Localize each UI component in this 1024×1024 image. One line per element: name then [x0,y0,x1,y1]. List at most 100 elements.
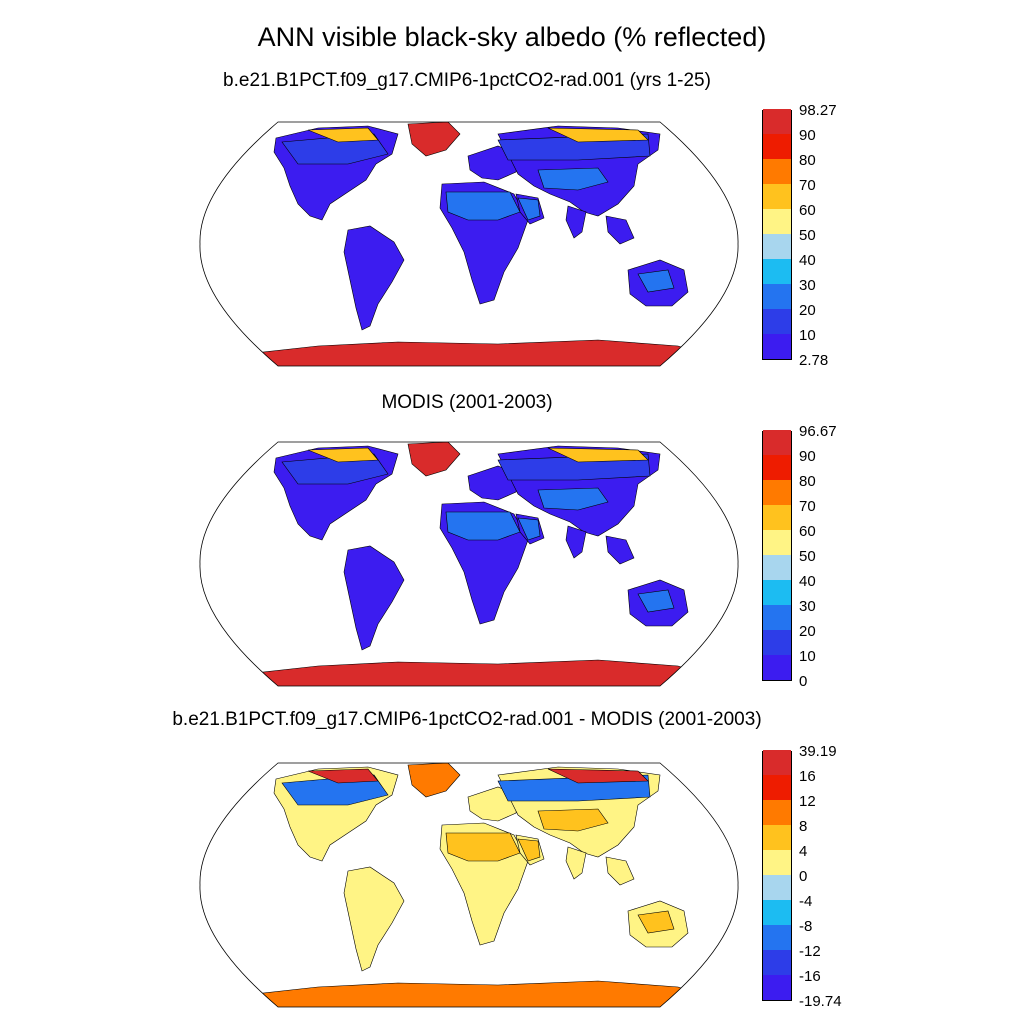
colorbar-tick-label: 50 [799,548,816,565]
arctic-na [307,127,379,143]
land-india [565,846,587,880]
colorbar-tick-label: -12 [799,943,821,960]
arctic-eurasia [547,768,649,784]
land-southAmerica [343,866,405,972]
colorbar-swatch [763,579,791,605]
figure-title: ANN visible black-sky albedo (% reflecte… [257,22,767,52]
colorbar-swatch [763,108,791,134]
land-antarctica [227,659,719,686]
land-india [565,205,587,239]
colorbar-tick-label: 30 [799,277,816,294]
colorbar-tick-label: 98.27 [799,102,837,119]
colorbar-swatch [763,233,791,259]
colorbar-swatch [763,208,791,234]
desert-australia [637,910,675,934]
colorbar-tick-label: 0 [799,673,808,690]
desert-centralAsia [537,487,609,511]
colorbar-swatch [763,183,791,209]
arctic-eurasia [547,127,649,143]
map-outline [199,121,739,367]
colorbar-swatch [763,504,791,530]
colorbar-tick-label: 20 [799,302,816,319]
colorbar-swatch [763,654,791,680]
desert-arabia [517,838,541,862]
colorbar-tick-label: 39.19 [799,743,837,760]
land-india [565,525,587,559]
colorbar-tick-label: -16 [799,968,821,985]
colorbar-modis [762,429,792,681]
desert-australia [637,589,675,613]
colorbar-swatch [763,824,791,850]
colorbar-tick-label: 70 [799,498,816,515]
colorbar-tick-label: 30 [799,598,816,615]
desert-arabia [517,197,541,221]
colorbar-swatch [763,554,791,580]
land-southAmerica [343,225,405,331]
colorbar-swatch [763,874,791,900]
desert-centralAsia [537,808,609,832]
colorbar-swatch [763,529,791,555]
colorbar-swatch [763,924,791,950]
colorbar-tick-label: 50 [799,227,816,244]
colorbar-swatch [763,158,791,184]
colorbar-tick-label: 90 [799,127,816,144]
land-greenland [407,442,461,477]
colorbar-tick-label: 8 [799,818,808,835]
colorbar-tick-label: 90 [799,448,816,465]
colorbar-tick-label: 0 [799,868,808,885]
colorbar-swatch [763,774,791,800]
land-antarctica [227,980,719,1007]
map-outline [199,441,739,687]
colorbar-tick-label: 40 [799,252,816,269]
map-land-group [227,442,719,686]
colorbar-tick-label: 2.78 [799,352,829,369]
panel-title-modis: MODIS (2001-2003) [381,392,553,413]
colorbar-tick-label: 70 [799,177,816,194]
colorbar-tick-label: 80 [799,473,816,490]
desert-sahara [445,832,521,862]
colorbar-swatch [763,283,791,309]
desert-sahara [445,191,521,221]
colorbar-swatch [763,974,791,1000]
desert-sahara [445,511,521,541]
land-greenland [407,763,461,798]
land-seAsia [605,215,635,245]
map-modis [199,441,739,687]
panel-title-diff: b.e21.B1PCT.f09_g17.CMIP6-1pctCO2-rad.00… [172,709,762,730]
colorbar-swatch [763,429,791,455]
colorbar-tick-label: 60 [799,523,816,540]
colorbar-tick-label: 16 [799,768,816,785]
arctic-na [307,447,379,463]
colorbar-model [762,108,792,360]
colorbar-tick-label: 10 [799,648,816,665]
panel-title-model: b.e21.B1PCT.f09_g17.CMIP6-1pctCO2-rad.00… [223,70,711,91]
colorbar-tick-label: 80 [799,152,816,169]
colorbar-tick-label: 96.67 [799,423,837,440]
colorbar-tick-label: -4 [799,893,813,910]
colorbar-tick-label: -8 [799,918,813,935]
colorbar-swatch [763,133,791,159]
map-outline [199,762,739,1008]
colorbar-tick-label: 10 [799,327,816,344]
map-land-group [227,122,719,366]
colorbar-tick-label: 60 [799,202,816,219]
colorbar-swatch [763,749,791,775]
colorbar-swatch [763,454,791,480]
land-seAsia [605,856,635,886]
colorbar-swatch [763,604,791,630]
colorbar-swatch [763,308,791,334]
colorbar-tick-label: -19.74 [799,993,842,1010]
colorbar-swatch [763,799,791,825]
map-land-group [227,763,719,1007]
colorbar-swatch [763,333,791,359]
colorbar-swatch [763,899,791,925]
colorbar-swatch [763,949,791,975]
colorbar-diff [762,749,792,1001]
colorbar-swatch [763,479,791,505]
colorbar-tick-label: 12 [799,793,816,810]
colorbar-swatch [763,629,791,655]
colorbar-tick-label: 4 [799,843,808,860]
desert-arabia [517,517,541,541]
arctic-eurasia [547,447,649,463]
land-southAmerica [343,545,405,651]
